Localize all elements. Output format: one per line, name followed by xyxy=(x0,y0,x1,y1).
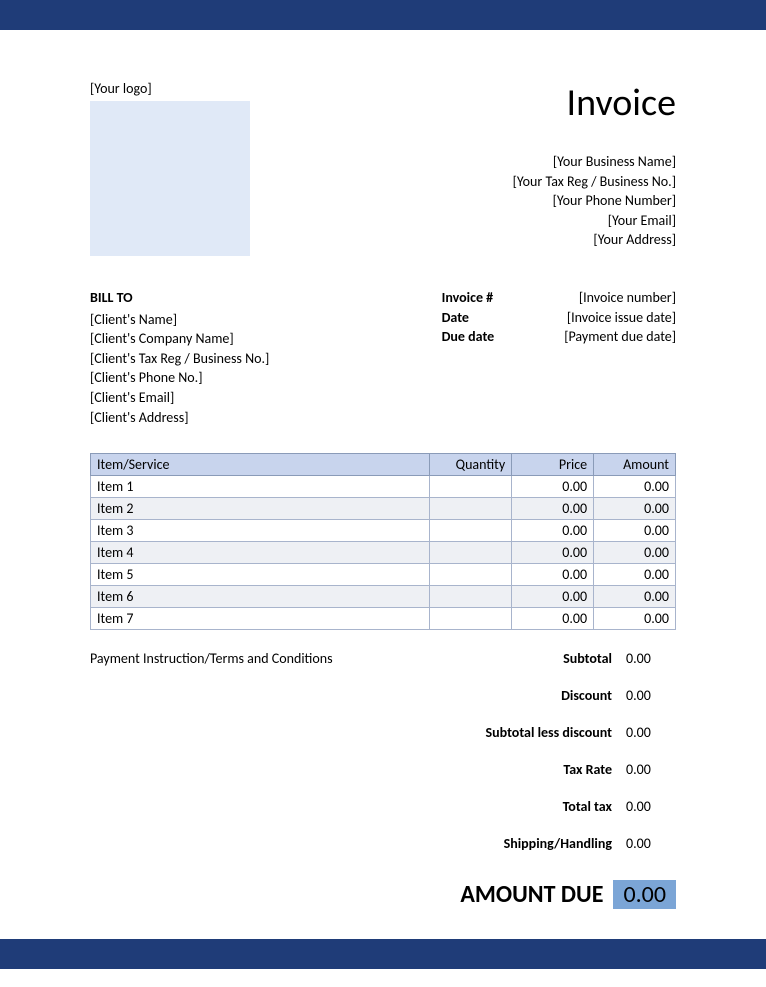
total-row: Total tax 0.00 xyxy=(412,798,676,815)
table-row: Item 5 0.000.00 xyxy=(91,564,676,586)
cell-price: 0.00 xyxy=(512,608,594,630)
client-name: [Client's Name] xyxy=(90,310,442,330)
cell-item: Item 4 xyxy=(91,542,430,564)
logo-label: [Your logo] xyxy=(90,80,250,97)
cell-item: Item 3 xyxy=(91,520,430,542)
invoice-num-value: [Invoice number] xyxy=(542,288,676,308)
col-qty: Quantity xyxy=(430,454,512,476)
cell-amount: 0.00 xyxy=(594,520,676,542)
total-row: Subtotal 0.00 xyxy=(412,650,676,667)
col-amount: Amount xyxy=(594,454,676,476)
cell-amount: 0.00 xyxy=(594,564,676,586)
header-row: [Your logo] Invoice [Your Business Name]… xyxy=(90,80,676,256)
business-name: [Your Business Name] xyxy=(250,152,676,172)
meta-row-due: Due date [Payment due date] xyxy=(442,327,676,347)
cell-qty xyxy=(430,520,512,542)
logo-column: [Your logo] xyxy=(90,80,250,256)
business-tax-reg: [Your Tax Reg / Business No.] xyxy=(250,172,676,192)
meta-row-invoice-num: Invoice # [Invoice number] xyxy=(442,288,676,308)
total-label: Shipping/Handling xyxy=(504,835,612,852)
invoice-page: [Your logo] Invoice [Your Business Name]… xyxy=(0,30,766,939)
total-label: Tax Rate xyxy=(563,761,612,778)
top-bar xyxy=(0,0,766,30)
table-row: Item 2 0.000.00 xyxy=(91,498,676,520)
client-tax-reg: [Client's Tax Reg / Business No.] xyxy=(90,349,442,369)
cell-item: Item 5 xyxy=(91,564,430,586)
meta-row-date: Date [Invoice issue date] xyxy=(442,308,676,328)
cell-amount: 0.00 xyxy=(594,476,676,498)
cell-price: 0.00 xyxy=(512,586,594,608)
client-company: [Client's Company Name] xyxy=(90,329,442,349)
bill-to-block: BILL TO [Client's Name] [Client's Compan… xyxy=(90,288,442,427)
total-value: 0.00 xyxy=(626,835,676,852)
cell-amount: 0.00 xyxy=(594,498,676,520)
cell-amount: 0.00 xyxy=(594,586,676,608)
business-phone: [Your Phone Number] xyxy=(250,191,676,211)
col-price: Price xyxy=(512,454,594,476)
cell-item: Item 6 xyxy=(91,586,430,608)
cell-price: 0.00 xyxy=(512,476,594,498)
business-address: [Your Address] xyxy=(250,230,676,250)
cell-qty xyxy=(430,586,512,608)
total-row: Subtotal less discount 0.00 xyxy=(412,724,676,741)
info-row: BILL TO [Client's Name] [Client's Compan… xyxy=(90,288,676,427)
client-email: [Client's Email] xyxy=(90,388,442,408)
amount-due-value: 0.00 xyxy=(613,880,676,909)
totals-block: Subtotal0.00Discount0.00Subtotal less di… xyxy=(412,650,676,852)
total-label: Subtotal less discount xyxy=(486,724,613,741)
total-row: Tax Rate 0.00 xyxy=(412,761,676,778)
date-label: Date xyxy=(442,308,542,328)
cell-price: 0.00 xyxy=(512,564,594,586)
cell-qty xyxy=(430,476,512,498)
table-row: Item 4 0.000.00 xyxy=(91,542,676,564)
table-header-row: Item/Service Quantity Price Amount xyxy=(91,454,676,476)
bottom-bar xyxy=(0,939,766,969)
cell-item: Item 7 xyxy=(91,608,430,630)
bill-to-heading: BILL TO xyxy=(90,288,442,308)
client-address: [Client's Address] xyxy=(90,408,442,428)
cell-price: 0.00 xyxy=(512,520,594,542)
cell-price: 0.00 xyxy=(512,542,594,564)
cell-qty xyxy=(430,542,512,564)
table-row: Item 7 0.000.00 xyxy=(91,608,676,630)
total-label: Total tax xyxy=(563,798,612,815)
cell-amount: 0.00 xyxy=(594,608,676,630)
cell-item: Item 2 xyxy=(91,498,430,520)
logo-placeholder xyxy=(90,101,250,256)
total-value: 0.00 xyxy=(626,650,676,667)
amount-due-row: AMOUNT DUE 0.00 xyxy=(90,880,676,909)
cell-price: 0.00 xyxy=(512,498,594,520)
cell-qty xyxy=(430,564,512,586)
amount-due-label: AMOUNT DUE xyxy=(460,880,603,909)
total-row: Discount 0.00 xyxy=(412,687,676,704)
total-value: 0.00 xyxy=(626,798,676,815)
due-label: Due date xyxy=(442,327,542,347)
total-row: Shipping/Handling 0.00 xyxy=(412,835,676,852)
table-row: Item 3 0.000.00 xyxy=(91,520,676,542)
total-value: 0.00 xyxy=(626,724,676,741)
invoice-num-label: Invoice # xyxy=(442,288,542,308)
cell-qty xyxy=(430,498,512,520)
invoice-title: Invoice xyxy=(250,80,676,126)
total-value: 0.00 xyxy=(626,687,676,704)
client-phone: [Client's Phone No.] xyxy=(90,368,442,388)
table-row: Item 6 0.000.00 xyxy=(91,586,676,608)
footer-area: Payment Instruction/Terms and Conditions… xyxy=(90,650,676,852)
items-table: Item/Service Quantity Price Amount Item … xyxy=(90,453,676,630)
title-column: Invoice [Your Business Name] [Your Tax R… xyxy=(250,80,676,256)
total-label: Discount xyxy=(561,687,612,704)
date-value: [Invoice issue date] xyxy=(542,308,676,328)
cell-item: Item 1 xyxy=(91,476,430,498)
business-email: [Your Email] xyxy=(250,211,676,231)
total-value: 0.00 xyxy=(626,761,676,778)
payment-terms: Payment Instruction/Terms and Conditions xyxy=(90,650,412,852)
table-row: Item 1 0.000.00 xyxy=(91,476,676,498)
invoice-meta-block: Invoice # [Invoice number] Date [Invoice… xyxy=(442,288,676,427)
col-item: Item/Service xyxy=(91,454,430,476)
total-label: Subtotal xyxy=(563,650,612,667)
cell-qty xyxy=(430,608,512,630)
cell-amount: 0.00 xyxy=(594,542,676,564)
due-value: [Payment due date] xyxy=(542,327,676,347)
